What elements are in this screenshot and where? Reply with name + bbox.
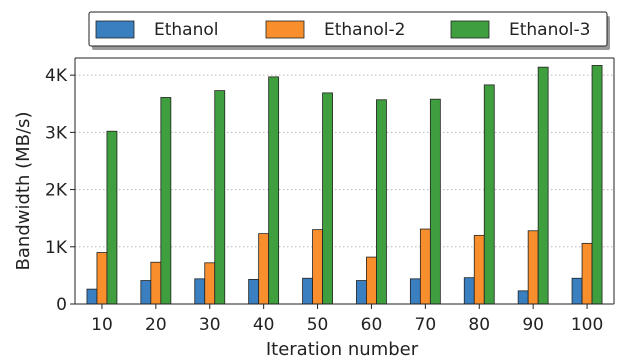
y-axis-title: Bandwidth (MB/s) (13, 112, 34, 271)
y-tick-label: 0 (56, 295, 67, 315)
legend-label: Ethanol-3 (509, 20, 590, 40)
x-tick-label: 80 (468, 315, 490, 335)
x-tick-label: 10 (91, 315, 113, 335)
bar (366, 256, 377, 305)
x-tick-label: 30 (199, 315, 221, 335)
bar (429, 98, 441, 305)
legend-swatch (95, 20, 135, 39)
bar (591, 65, 603, 305)
y-tick-label: 2K (45, 181, 68, 201)
x-tick-label: 60 (361, 315, 383, 335)
axes (70, 57, 615, 309)
legend-swatch (265, 20, 305, 39)
bar (409, 278, 421, 305)
bar (150, 261, 162, 305)
bar (537, 66, 549, 305)
bar (214, 90, 226, 305)
legend-swatch (450, 20, 490, 39)
legend-label: Ethanol-2 (324, 20, 405, 40)
y-tick-label: 3K (45, 123, 68, 143)
bar (248, 278, 260, 305)
grid-lines (75, 74, 614, 248)
x-tick-label: 40 (253, 315, 275, 335)
bar (473, 234, 485, 305)
x-tick-label: 70 (415, 315, 437, 335)
bar (302, 277, 313, 305)
bar (322, 92, 333, 305)
bar (258, 233, 270, 305)
bar (194, 278, 206, 305)
x-axis-title: Iteration number (266, 339, 419, 358)
bar (463, 277, 475, 305)
y-tick-label: 4K (45, 66, 68, 86)
bar (483, 84, 495, 305)
bars (86, 65, 603, 305)
bar (419, 228, 431, 305)
bar (106, 130, 118, 305)
bar (571, 277, 583, 305)
bar (517, 290, 529, 305)
bar (312, 229, 323, 305)
legend: Ethanol Ethanol-2 Ethanol-3 (88, 11, 610, 50)
x-tick-label: 90 (522, 315, 544, 335)
bar (581, 242, 593, 305)
legend-label: Ethanol (154, 20, 219, 40)
bar (86, 288, 98, 305)
bar (160, 97, 172, 305)
x-tick-label: 50 (307, 315, 329, 335)
bar (268, 76, 280, 305)
x-tick-label: 100 (571, 315, 603, 335)
bar (356, 280, 367, 305)
tick-labels: 0 1K 2K 3K 4K 10 20 30 40 50 60 70 80 90 100 (45, 66, 603, 335)
bar (140, 280, 152, 305)
x-tick-label: 20 (145, 315, 167, 335)
bar (204, 262, 216, 305)
bar (96, 252, 108, 305)
bar (527, 230, 539, 305)
bar (376, 99, 387, 305)
y-tick-label: 1K (45, 238, 68, 258)
